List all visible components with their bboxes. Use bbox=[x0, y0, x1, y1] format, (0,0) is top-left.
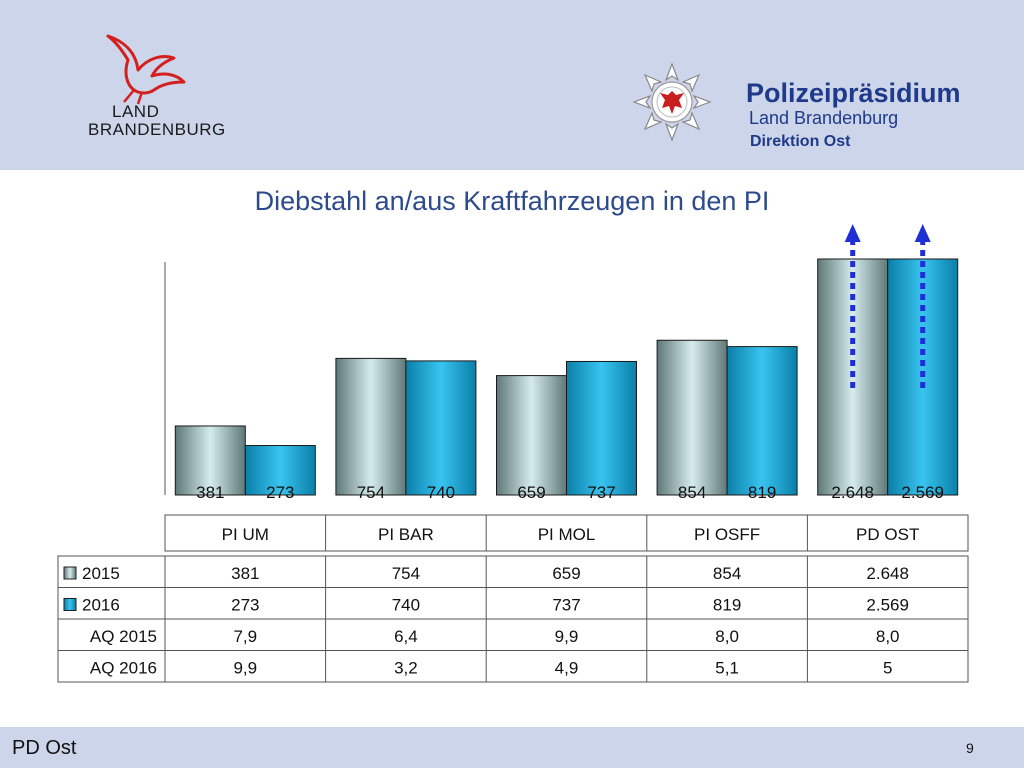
table-cell: 5,1 bbox=[715, 659, 739, 678]
data-label: 2.648 bbox=[831, 483, 874, 502]
table-row-label: AQ 2015 bbox=[90, 627, 157, 646]
category-tick-label: PI OSFF bbox=[694, 525, 760, 544]
category-tick-label: PI UM bbox=[222, 525, 269, 544]
org-title: Polizeipräsidium bbox=[746, 78, 961, 108]
table-cell: 273 bbox=[231, 596, 259, 615]
logo-text-brandenburg: BRANDENBURG bbox=[88, 120, 226, 139]
table-cell: 8,0 bbox=[715, 627, 739, 646]
data-label: 273 bbox=[266, 483, 294, 502]
table-cell: 2.569 bbox=[866, 596, 909, 615]
table-row bbox=[57, 618, 969, 651]
bar-2016-pi-osff bbox=[726, 346, 798, 496]
table-cell: 819 bbox=[713, 596, 741, 615]
data-label: 854 bbox=[678, 483, 706, 502]
data-label: 2.569 bbox=[901, 483, 944, 502]
org-unit: Direktion Ost bbox=[750, 133, 851, 150]
table-row bbox=[57, 650, 969, 683]
bar-2015-pi-bar bbox=[335, 357, 407, 496]
category-tick-label: PI MOL bbox=[538, 525, 596, 544]
data-label: 381 bbox=[196, 483, 224, 502]
table-cell: 3,2 bbox=[394, 659, 418, 678]
bar-2016-pi-bar bbox=[405, 360, 477, 496]
table-cell: 5 bbox=[883, 659, 892, 678]
org-subtitle: Land Brandenburg bbox=[749, 108, 899, 128]
header-band bbox=[0, 0, 1024, 170]
table-cell: 9,9 bbox=[233, 659, 257, 678]
legend-entry-label: 2015 bbox=[82, 564, 120, 583]
table-cell: 8,0 bbox=[876, 627, 900, 646]
table-row bbox=[57, 587, 969, 620]
footer-band bbox=[0, 727, 1024, 768]
legend-swatch-2016 bbox=[63, 598, 77, 611]
axis-break-arrow-head bbox=[844, 224, 861, 242]
data-label: 659 bbox=[517, 483, 545, 502]
page-number: 9 bbox=[966, 740, 974, 756]
table-cell: 381 bbox=[231, 564, 259, 583]
table-cell: 6,4 bbox=[394, 627, 418, 646]
table-row bbox=[57, 555, 969, 588]
category-tick-label: PI BAR bbox=[378, 525, 434, 544]
table-cell: 737 bbox=[552, 596, 580, 615]
data-label: 740 bbox=[427, 483, 455, 502]
bar-2015-pi-mol bbox=[496, 375, 567, 496]
legend-entry-label: 2016 bbox=[82, 596, 120, 615]
legend-swatch-2015 bbox=[63, 566, 77, 580]
table-cell: 854 bbox=[713, 564, 741, 583]
bar-2016-pi-mol bbox=[566, 360, 637, 496]
table-cell: 7,9 bbox=[233, 627, 257, 646]
brandenburg-eagle-logo bbox=[106, 34, 186, 105]
table-cell: 659 bbox=[552, 564, 580, 583]
footer-label: PD Ost bbox=[12, 737, 77, 759]
table-cell: 740 bbox=[392, 596, 420, 615]
data-label: 737 bbox=[587, 483, 615, 502]
table-row-label: AQ 2016 bbox=[90, 659, 157, 678]
bar-2015-pi-osff bbox=[656, 339, 728, 496]
table-cell: 754 bbox=[392, 564, 420, 583]
slide-title: Diebstahl an/aus Kraftfahrzeugen in den … bbox=[254, 186, 770, 216]
axis-break-arrow-head bbox=[914, 224, 931, 242]
police-star-emblem bbox=[632, 62, 712, 142]
table-cell: 9,9 bbox=[555, 627, 579, 646]
data-label: 754 bbox=[357, 483, 385, 502]
data-label: 819 bbox=[748, 483, 776, 502]
category-tick-label: PD OST bbox=[856, 525, 919, 544]
table-cell: 4,9 bbox=[555, 659, 579, 678]
table-category-row bbox=[164, 514, 969, 552]
logo-text-land: LAND bbox=[112, 102, 160, 121]
bar-2016-pi-um bbox=[244, 445, 316, 496]
table-cell: 2.648 bbox=[866, 564, 909, 583]
